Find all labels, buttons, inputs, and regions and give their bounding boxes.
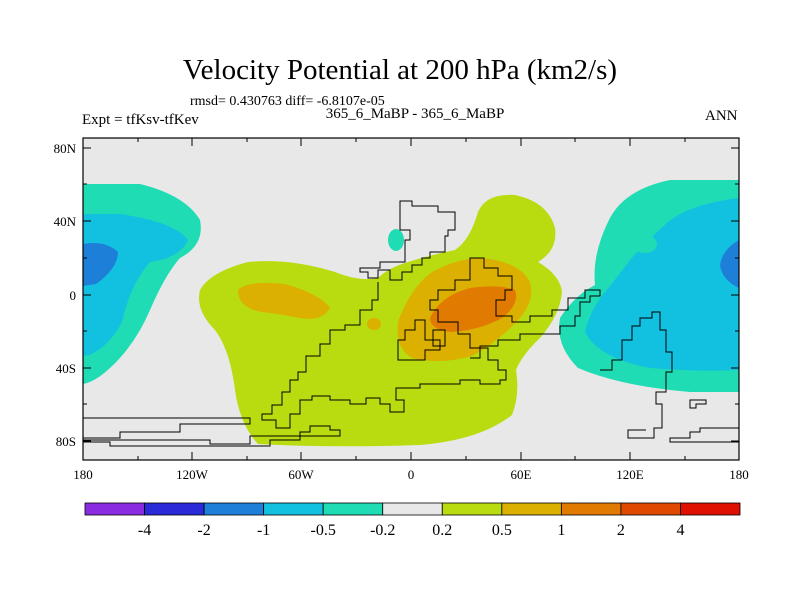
colorbar-label-4: -0.2 [370, 522, 395, 539]
lat-label-80n: 80N [54, 141, 77, 156]
coastline-east-island [689, 399, 707, 409]
colorbar-box-1 [144, 502, 205, 516]
coastline-southern-west-lower [83, 425, 341, 447]
colorbar-label-7: 1 [557, 522, 565, 539]
neg-patch-north [388, 229, 404, 251]
pos-region-west-lobe [238, 282, 330, 319]
tick-marks [83, 138, 739, 460]
coastline-southern-west [83, 417, 251, 439]
colorbar-box-2 [203, 502, 265, 516]
colorbar-label-9: 4 [676, 522, 684, 539]
neg-core-west [83, 243, 118, 286]
lon-label-120w: 120W [176, 467, 209, 482]
coastlines [83, 200, 739, 447]
contour-field [83, 138, 739, 460]
lat-label-0: 0 [70, 288, 77, 303]
coastline-east-continent [600, 311, 673, 439]
colorbar-box-7 [501, 502, 562, 516]
colorbar-box-0 [84, 502, 145, 516]
coastline-inner-block [397, 319, 441, 361]
colorbar-label-3: -0.5 [311, 522, 336, 539]
latitude-labels: 80N 40N 0 40S 80S [54, 141, 77, 449]
coastline-island-small [432, 329, 446, 347]
neg-patch-east [633, 235, 657, 253]
colorbar-box-10 [680, 502, 741, 516]
colorbar-label-0: -4 [138, 522, 151, 539]
experiment-label: Expt = tfKsv-tfKev [82, 112, 199, 128]
lat-label-40n: 40N [54, 214, 77, 229]
colorbar-labels: -4 -2 -1 -0.5 -0.2 0.2 0.5 1 2 4 [138, 522, 685, 539]
pos-core [430, 286, 517, 332]
pos-patch-small [367, 318, 381, 330]
lon-label-180-east: 180 [729, 467, 749, 482]
longitude-labels: 180 120W 60W 0 60E 120E 180 [73, 467, 749, 482]
colorbar-box-5 [382, 502, 443, 516]
subtitle: 365_6_MaBP - 365_6_MaBP [325, 106, 505, 122]
colorbar-box-6 [441, 502, 503, 516]
lon-label-0: 0 [408, 467, 415, 482]
lat-label-40s: 40S [56, 361, 76, 376]
colorbar-label-2: -1 [257, 522, 270, 539]
coastline-central-continent [261, 257, 601, 429]
colorbar-box-4 [322, 502, 384, 516]
neg-region-east-inner [585, 198, 739, 371]
lon-label-180-west: 180 [73, 467, 93, 482]
colorbar-label-6: 0.5 [492, 522, 512, 539]
lon-label-60w: 60W [288, 467, 314, 482]
season-label: ANN [705, 108, 738, 124]
stats-line: rmsd= 0.430763 diff= -6.8107e-05 [190, 94, 385, 109]
colorbar-box-9 [620, 502, 681, 516]
colorbar-box-3 [263, 502, 324, 516]
neg-core-east [720, 240, 739, 288]
map-title: Velocity Potential at 200 hPa (km2/s) [182, 54, 618, 86]
colorbar-box-8 [560, 502, 622, 516]
lat-label-80s: 80S [56, 434, 76, 449]
colorbar-label-5: 0.2 [432, 522, 452, 539]
colorbar-label-8: 2 [617, 522, 625, 539]
colorbar [84, 502, 741, 516]
colorbar-label-1: -2 [197, 522, 210, 539]
lon-label-120e: 120E [616, 467, 644, 482]
coastline-north-landmass [359, 200, 456, 281]
coastline-southern-east [669, 427, 739, 443]
lon-label-60e: 60E [511, 467, 532, 482]
